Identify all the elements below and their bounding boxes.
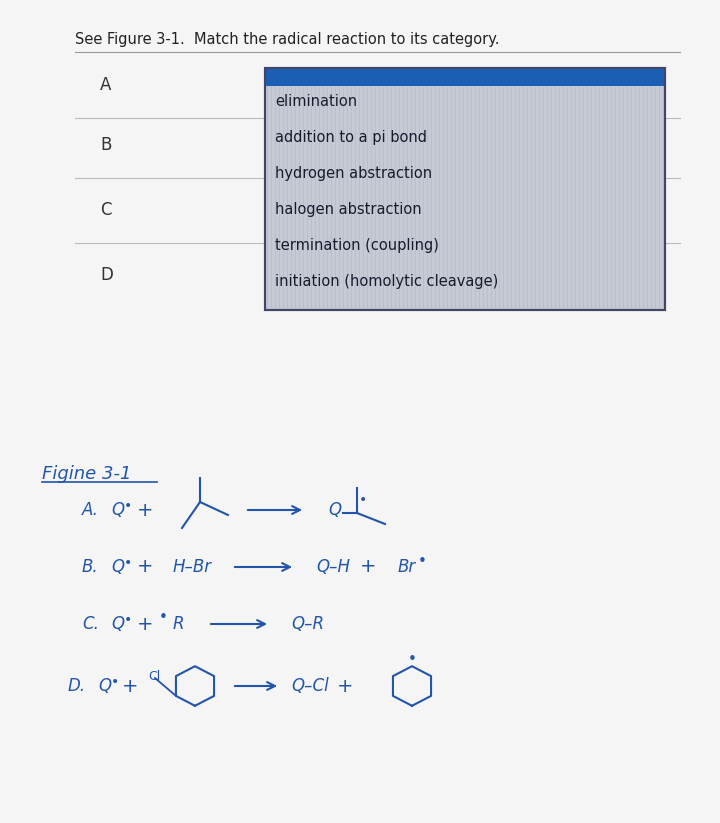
Text: •: • (408, 652, 416, 667)
Text: addition to a pi bond: addition to a pi bond (275, 130, 427, 145)
Text: See Figure 3-1.  Match the radical reaction to its category.: See Figure 3-1. Match the radical reacti… (75, 32, 500, 47)
Text: halogen abstraction: halogen abstraction (275, 202, 422, 217)
Text: termination (coupling): termination (coupling) (275, 238, 439, 253)
Text: Cl: Cl (148, 669, 161, 682)
Text: B.: B. (82, 558, 99, 576)
Text: hydrogen abstraction: hydrogen abstraction (275, 166, 432, 181)
Text: +: + (137, 500, 153, 519)
Text: Q–H: Q–H (316, 558, 350, 576)
Text: •: • (124, 499, 132, 513)
Bar (265, 68, 665, 310)
Text: Q–Cl: Q–Cl (291, 677, 329, 695)
Text: elimination: elimination (275, 94, 357, 109)
Text: Q–R: Q–R (292, 615, 325, 633)
Text: Q: Q (328, 501, 341, 519)
Text: initiation (homolytic cleavage): initiation (homolytic cleavage) (275, 274, 498, 289)
Text: Q: Q (99, 677, 112, 695)
Text: Figine 3-1: Figine 3-1 (42, 465, 132, 483)
Text: •: • (418, 555, 426, 570)
Bar (265, 68, 665, 310)
Bar (265, 68, 665, 86)
Text: Q: Q (112, 558, 125, 576)
Text: +: + (137, 557, 153, 576)
Text: •: • (158, 611, 168, 625)
Text: C: C (100, 201, 112, 219)
Text: Q: Q (112, 615, 125, 633)
Text: •: • (124, 556, 132, 570)
Text: •: • (111, 675, 119, 689)
Text: D.: D. (68, 677, 86, 695)
Text: •: • (124, 613, 132, 627)
Text: R: R (172, 615, 184, 633)
Text: Br: Br (398, 558, 416, 576)
Text: +: + (137, 615, 153, 634)
Text: +: + (337, 677, 354, 695)
Text: •: • (359, 493, 367, 507)
Text: +: + (360, 557, 377, 576)
Text: D: D (100, 266, 113, 284)
Text: C.: C. (82, 615, 99, 633)
Text: B: B (100, 136, 112, 154)
Text: Q: Q (112, 501, 125, 519)
Text: +: + (122, 677, 138, 695)
Text: A.: A. (82, 501, 99, 519)
Text: H–Br: H–Br (172, 558, 212, 576)
Text: A: A (100, 76, 112, 94)
